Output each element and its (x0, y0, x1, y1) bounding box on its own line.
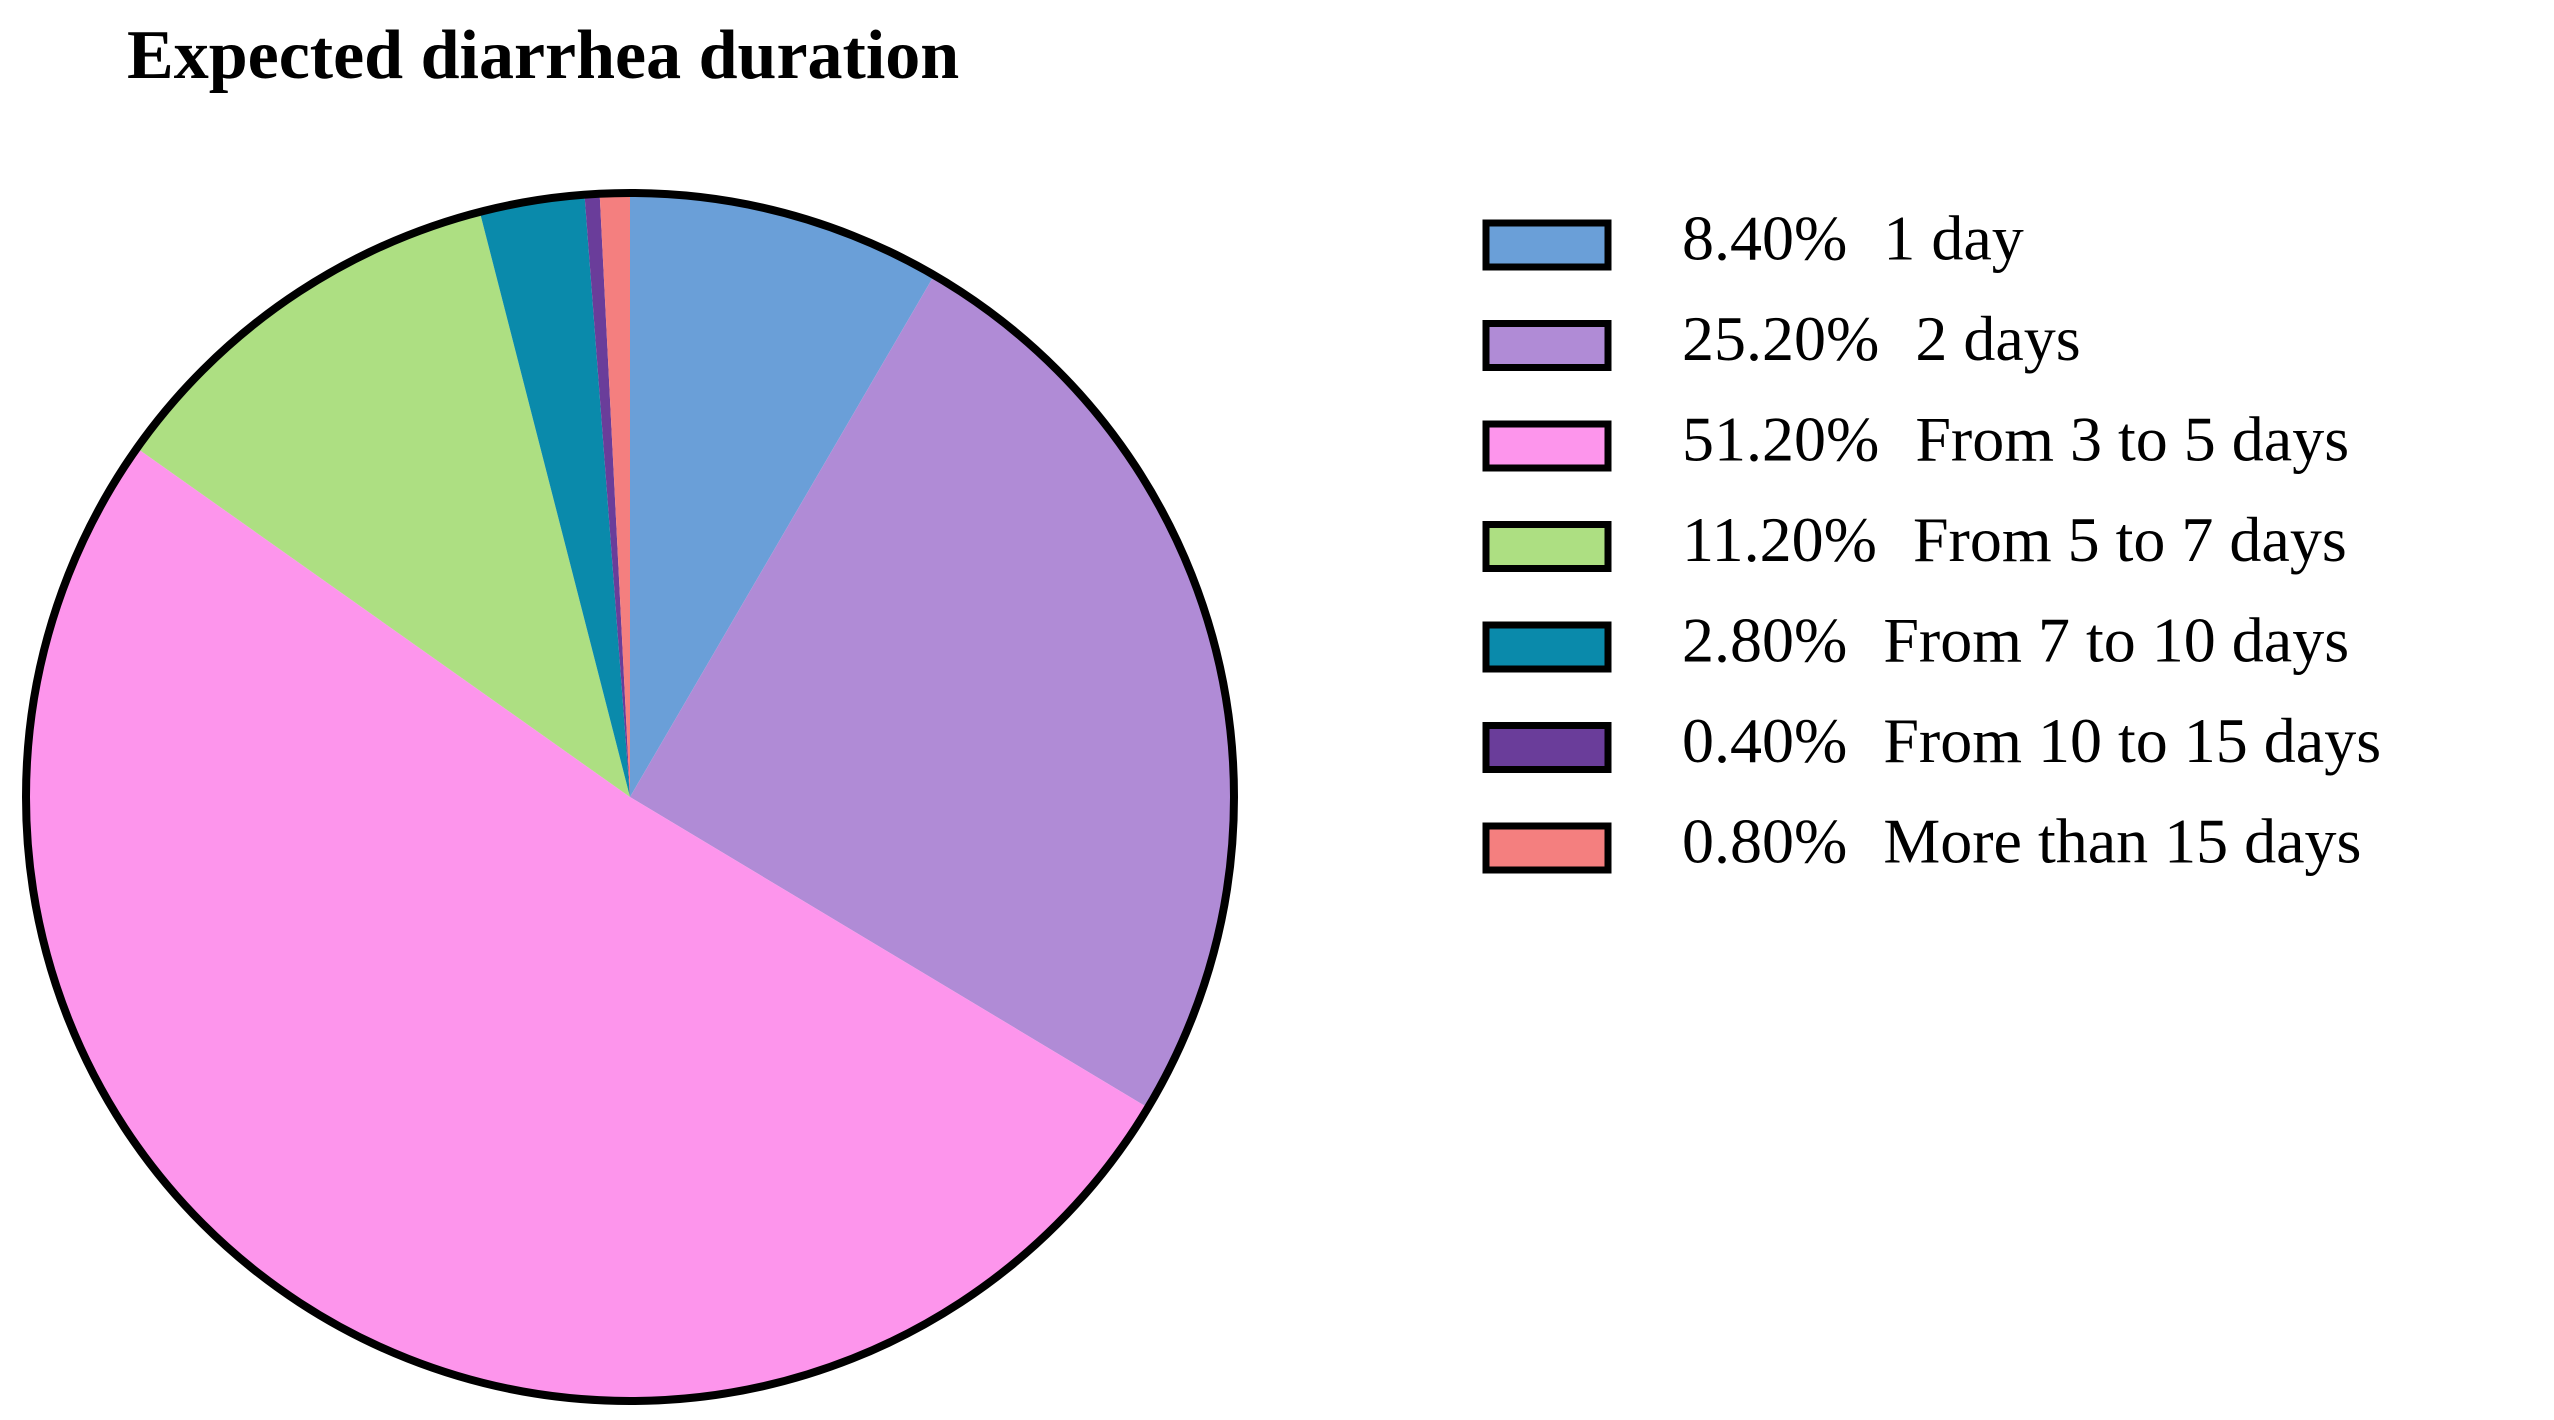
legend-swatch (1482, 420, 1612, 472)
legend-label: From 7 to 10 days (1883, 605, 2349, 676)
pie-outline (22, 189, 1238, 1405)
legend-swatch (1482, 320, 1612, 371)
pie-slice (584, 193, 630, 797)
legend-swatch (1482, 621, 1612, 673)
legend-value: 0.80% (1682, 806, 1847, 877)
legend-value: 8.40% (1682, 203, 1847, 274)
legend-value: 2.80% (1682, 605, 1847, 676)
legend-swatch (1482, 722, 1612, 773)
pie-slice (25, 448, 1148, 1402)
legend-label: From 3 to 5 days (1915, 404, 2349, 475)
chart-title: Expected diarrhea duration (127, 17, 959, 94)
legend-value: 0.40% (1682, 705, 1847, 776)
legend-label: From 5 to 7 days (1913, 504, 2347, 575)
legend-label: More than 15 days (1883, 806, 2361, 877)
pie-slice (599, 193, 630, 797)
pie-slice (630, 275, 1234, 1108)
legend-value: 25.20% (1682, 303, 1879, 374)
legend-swatch (1482, 822, 1612, 874)
legend-label: From 10 to 15 days (1883, 705, 2381, 776)
legend-value: 11.20% (1682, 504, 1877, 575)
legend-value: 51.20% (1682, 404, 1879, 475)
legend-label: 1 day (1883, 203, 2023, 274)
pie-slice (136, 211, 630, 797)
pie-slice (479, 194, 630, 798)
legend-swatch (1482, 521, 1612, 572)
pie-slice (630, 193, 935, 797)
legend-swatch (1482, 219, 1612, 271)
legend-label: 2 days (1915, 303, 2080, 374)
